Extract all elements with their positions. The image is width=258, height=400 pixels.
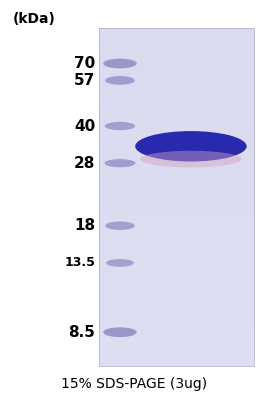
- Text: 70: 70: [74, 56, 95, 71]
- Ellipse shape: [105, 76, 135, 85]
- Ellipse shape: [135, 131, 247, 162]
- Text: 15% SDS-PAGE (3ug): 15% SDS-PAGE (3ug): [61, 377, 207, 391]
- Ellipse shape: [106, 259, 134, 267]
- Ellipse shape: [140, 151, 242, 168]
- Bar: [99, 28, 254, 366]
- Text: (kDa): (kDa): [13, 12, 56, 26]
- Text: 18: 18: [74, 218, 95, 233]
- Text: 40: 40: [74, 118, 95, 134]
- Text: 13.5: 13.5: [64, 256, 95, 270]
- Ellipse shape: [103, 327, 137, 337]
- Text: 57: 57: [74, 73, 95, 88]
- Text: 8.5: 8.5: [69, 325, 95, 340]
- Ellipse shape: [103, 59, 137, 68]
- Ellipse shape: [105, 122, 135, 130]
- Text: 28: 28: [74, 156, 95, 171]
- Ellipse shape: [105, 222, 135, 230]
- Ellipse shape: [104, 159, 135, 167]
